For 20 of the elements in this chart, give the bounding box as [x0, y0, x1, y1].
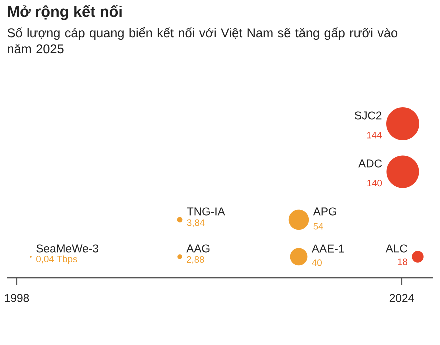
data-label: 140 [368, 180, 382, 187]
category-label: ALC [386, 244, 408, 253]
data-label: 54 [314, 223, 324, 230]
text: 1998 [5, 294, 30, 302]
category-label: SJC2 [355, 112, 382, 120]
category-label: SeaMeWe-3 [36, 244, 98, 253]
category-label: APG [313, 208, 336, 216]
data-label: 40 [312, 260, 322, 266]
category-label: TNG-IA [187, 208, 226, 216]
category-label: ADC [358, 160, 382, 168]
data-label: 18 [398, 258, 408, 266]
category-label: AAG [186, 244, 210, 253]
data-label: 3,84 [187, 220, 205, 228]
data-label: 0,04 Tbps [36, 256, 78, 264]
category-label: AAE-1 [312, 244, 344, 253]
text: 2024 [390, 294, 414, 302]
data-label: 2,88 [187, 256, 204, 264]
text: Mở rộng kết nối [8, 5, 122, 20]
text: Số lượng cáp quang biển kết nối với Việt Nam sẽ tăng gấp rưỡi vào năm 2025 [8, 27, 398, 54]
data-label: 144 [367, 132, 382, 139]
